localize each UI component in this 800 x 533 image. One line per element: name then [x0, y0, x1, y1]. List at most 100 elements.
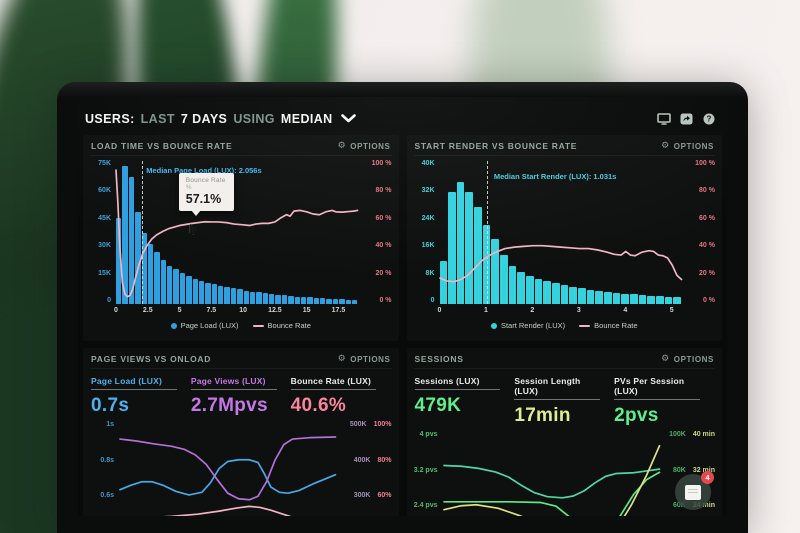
bar: [300, 297, 307, 304]
metrics-row: Page Load (LUX) 0.7s Page Views (LUX) 2.…: [91, 376, 391, 417]
y-tick-label: 400K: [353, 456, 371, 464]
y-tick-label: 60K: [98, 187, 111, 195]
x-tick-label: 5: [177, 307, 182, 314]
chat-button[interactable]: 4: [675, 471, 714, 510]
tooltip-unit: %: [185, 183, 192, 191]
bar: [135, 211, 141, 304]
median-label: Median Page Load (LUX): 2.056s: [146, 165, 262, 175]
svg-text:?: ?: [707, 114, 712, 123]
panel-start-render: START RENDER VS BOUNCE RATE ⚙ OPTIONS 40…: [406, 135, 722, 341]
legend-line-icon: [579, 324, 591, 327]
bar: [508, 266, 517, 304]
chart-legend: Start Render (LUX) Bounce Rate: [414, 318, 716, 333]
sessions-plot[interactable]: [444, 431, 660, 516]
y-tick-label: 0.8s: [100, 456, 114, 464]
bar: [345, 299, 351, 304]
series-line-1: [444, 472, 660, 516]
bar: [465, 192, 474, 304]
y-tick-label: 100K: [669, 431, 686, 438]
x-tick-label: 7.5: [206, 307, 217, 314]
monitor-icon[interactable]: [657, 112, 671, 125]
legend-line-icon: [252, 324, 264, 327]
gear-icon: ⚙: [661, 140, 670, 151]
options-button[interactable]: ⚙ OPTIONS: [338, 141, 391, 151]
gear-icon: ⚙: [661, 353, 670, 364]
legend-label: Page Load (LUX): [180, 321, 239, 330]
bar: [320, 298, 326, 304]
y-tick-label: 24K: [421, 214, 435, 222]
legend-dot-icon: [490, 322, 497, 329]
y-tick-label: 30K: [98, 242, 111, 250]
metric-bounce-rate: Bounce Rate (LUX) 40.6%: [290, 376, 391, 417]
series-line-2: [444, 446, 660, 516]
bar: [198, 280, 205, 304]
y-tick-label: 100 %: [695, 160, 715, 167]
bar: [655, 296, 664, 304]
median-line: [487, 161, 489, 304]
bar: [526, 275, 534, 304]
bar: [500, 255, 508, 304]
bar: [621, 293, 629, 304]
bar: [160, 259, 166, 304]
panel-header: LOAD TIME VS BOUNCE RATE ⚙ OPTIONS: [90, 139, 392, 156]
bounce-rate-line: [440, 160, 682, 304]
bar: [517, 272, 526, 304]
y-tick-label: 45K: [98, 214, 111, 222]
x-tick-label: 1: [483, 307, 488, 314]
bar: [603, 291, 612, 304]
panel-title: LOAD TIME VS BOUNCE RATE: [91, 141, 233, 151]
histogram-bars: [439, 160, 682, 304]
users-label: USERS:: [85, 111, 135, 126]
bar: [256, 292, 262, 304]
series-line-0: [120, 460, 336, 495]
y-axis-left: 4 pvs 3.2 pvs 2.4 pvs 1.6 pvs: [414, 431, 444, 516]
panel-load-time: LOAD TIME VS BOUNCE RATE ⚙ OPTIONS 75K 6…: [83, 135, 399, 341]
chat-icon: [685, 484, 701, 500]
x-axis: 0 2.5 5 7.5 10 12.5 15 17.5: [114, 306, 358, 318]
options-button[interactable]: ⚙ OPTIONS: [661, 353, 714, 364]
dashboard-header: USERS: LAST 7 DAYS USING MEDIAN: [78, 97, 727, 135]
options-button[interactable]: ⚙ OPTIONS: [661, 140, 714, 151]
panel-page-views: PAGE VIEWS VS ONLOAD ⚙ OPTIONS Page Load…: [83, 348, 399, 516]
x-tick-label: 0: [114, 307, 118, 314]
y-tick-label: 60%: [377, 492, 392, 500]
x-tick-label: 2.5: [142, 307, 153, 314]
share-icon[interactable]: [680, 113, 694, 125]
panel-header: SESSIONS ⚙ OPTIONS: [413, 352, 715, 369]
legend-label: Start Render (LUX): [500, 321, 566, 330]
help-icon[interactable]: ?: [703, 113, 717, 125]
bar: [154, 252, 160, 304]
bar: [281, 295, 288, 304]
start-render-plot[interactable]: Median Start Render (LUX): 1.031s: [440, 160, 682, 304]
bar: [534, 278, 543, 304]
y-tick-label: 0 %: [379, 296, 392, 304]
bar: [560, 285, 569, 304]
y-tick-label: 0: [430, 296, 435, 304]
bar: [439, 260, 448, 304]
bar: [629, 294, 638, 304]
histogram-bars: [116, 160, 358, 304]
gear-icon: ⚙: [337, 353, 347, 364]
x-tick-label: 4: [623, 307, 628, 314]
metric-value: 2pvs: [614, 405, 659, 426]
x-tick-label: 12.5: [268, 307, 282, 314]
options-button[interactable]: ⚙ OPTIONS: [337, 353, 391, 364]
range-label: 7 DAYS: [180, 111, 228, 126]
tooltip-value: 57.1%: [185, 191, 222, 206]
y-tick-label: 8K: [425, 269, 435, 277]
y-tick-label: 1s: [106, 421, 114, 428]
options-label: OPTIONS: [673, 354, 714, 364]
users-filter-dropdown[interactable]: USERS: LAST 7 DAYS USING MEDIAN: [85, 112, 362, 126]
metric-sessions: Sessions (LUX) 479K: [414, 376, 515, 427]
legend-label: Bounce Rate: [267, 321, 311, 330]
series-line-0: [116, 170, 358, 297]
y-tick-label: 32K: [421, 187, 435, 195]
page-views-plot[interactable]: [120, 421, 336, 516]
load-time-plot[interactable]: Median Page Load (LUX): 2.056s Bounce Ra…: [116, 160, 358, 304]
bar: [192, 279, 198, 304]
bar: [288, 295, 294, 304]
bar: [332, 299, 339, 304]
series-line-0: [440, 246, 682, 282]
bar: [448, 192, 456, 304]
